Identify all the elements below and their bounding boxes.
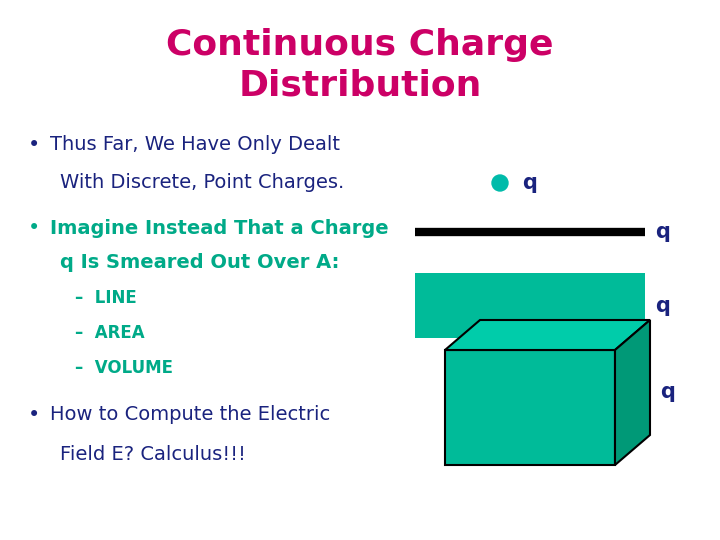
Text: •: • [28, 135, 40, 155]
Polygon shape [445, 320, 650, 350]
Text: –  AREA: – AREA [75, 324, 145, 342]
Bar [445, 350, 615, 465]
Text: Imagine Instead That a Charge: Imagine Instead That a Charge [50, 219, 389, 238]
Text: q Is Smeared Out Over A:: q Is Smeared Out Over A: [60, 253, 339, 273]
Bar [415, 273, 645, 338]
Circle shape [492, 175, 508, 191]
Text: q: q [522, 173, 537, 193]
Text: Field E? Calculus!!!: Field E? Calculus!!! [60, 446, 246, 464]
Text: –  LINE: – LINE [75, 289, 137, 307]
Text: –  VOLUME: – VOLUME [75, 359, 173, 377]
Text: •: • [28, 218, 40, 238]
Text: •: • [28, 405, 40, 425]
Text: With Discrete, Point Charges.: With Discrete, Point Charges. [60, 173, 344, 192]
Text: q: q [655, 222, 670, 242]
Text: Continuous Charge: Continuous Charge [166, 28, 554, 62]
Text: Thus Far, We Have Only Dealt: Thus Far, We Have Only Dealt [50, 136, 340, 154]
Polygon shape [615, 320, 650, 465]
Text: How to Compute the Electric: How to Compute the Electric [50, 406, 330, 424]
Text: Distribution: Distribution [238, 68, 482, 102]
Text: q: q [660, 382, 675, 402]
Text: q: q [655, 295, 670, 315]
